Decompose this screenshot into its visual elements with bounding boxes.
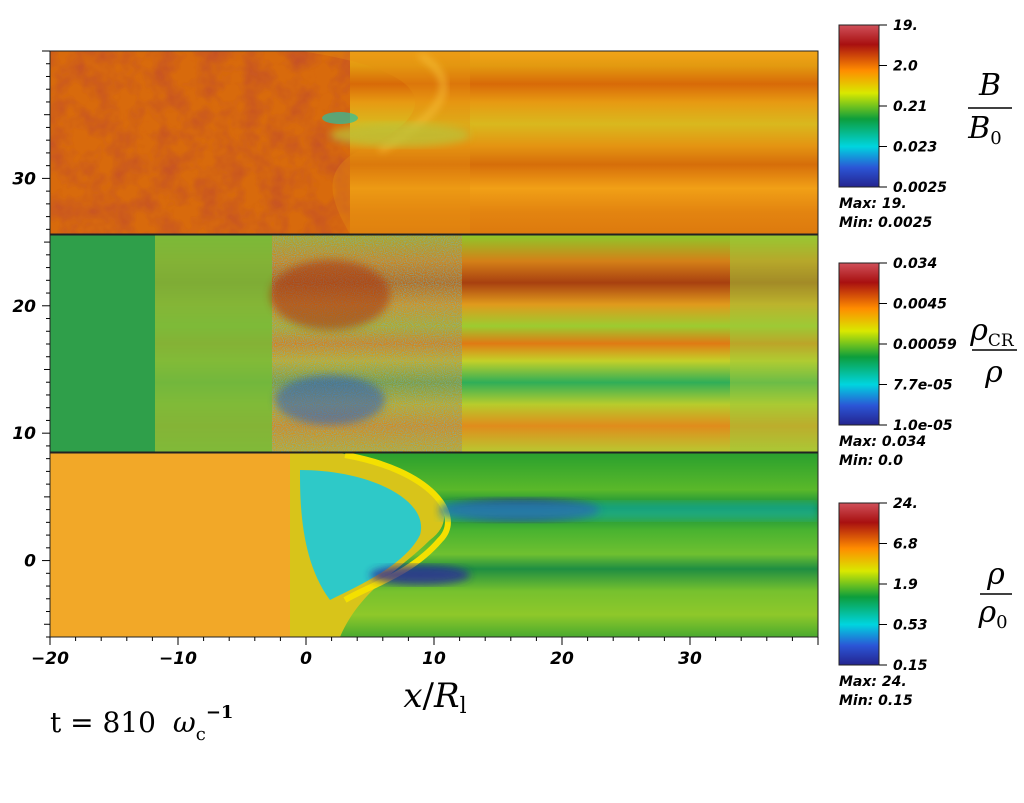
svg-text:ρ0: ρ0 — [977, 595, 1007, 633]
panel-1-cyan-patch — [322, 112, 358, 124]
x-tick-label: −10 — [159, 649, 197, 669]
colorbar-tick-label: 19. — [893, 18, 918, 34]
colorbar-tick-label: 0.00059 — [893, 337, 957, 353]
colorbar-tick-label: 6.8 — [893, 537, 918, 553]
panel-3-cavity — [300, 470, 422, 600]
colorbar-tick-label: 0.53 — [893, 618, 928, 634]
colorbar-tick-label: 0.15 — [893, 658, 928, 674]
panel-cr-density — [50, 235, 818, 452]
x-tick-label: −20 — [31, 649, 69, 669]
panel-2-downstream-edge — [730, 235, 818, 452]
panel-1-turbulence — [50, 51, 350, 234]
colorbar-min: Min: 0.15 — [839, 693, 913, 709]
colorbar-gradient — [838, 502, 880, 666]
label-b-over-b0: B B0 — [967, 68, 1012, 149]
panel-1-frame — [49, 50, 819, 235]
colorbar-max: Max: 24. — [839, 674, 907, 690]
panel-3-bow-shock — [343, 453, 451, 603]
colorbar-tick-label: 1.0e-05 — [893, 418, 953, 434]
colorbar-gradient — [838, 24, 880, 188]
y-tick-label: 30 — [12, 169, 36, 189]
svg-text:B0: B0 — [967, 111, 1002, 149]
svg-text:ρCR: ρCR — [969, 313, 1015, 351]
panel-1-green-patch — [330, 123, 470, 147]
colorbar-max: Max: 19. — [839, 196, 907, 212]
colorbar-min: Min: 0.0 — [839, 453, 903, 469]
colorbar-tick-label: 1.9 — [893, 577, 918, 593]
panel-3-cyan-band — [440, 502, 818, 520]
colorbar-tick-label: 0.21 — [893, 99, 928, 115]
label-rho-over-rho0: ρ ρ0 — [977, 557, 1012, 633]
colorbar-tick-label: 24. — [893, 496, 918, 512]
panel-2-blue-core — [275, 375, 385, 425]
svg-text:B: B — [978, 68, 1001, 103]
x-tick-label: 30 — [678, 649, 702, 669]
panel-2-upstream — [50, 235, 155, 452]
y-tick-label: 0 — [24, 552, 36, 572]
panel-3-upstream — [50, 453, 290, 637]
colorbar-gradient — [838, 262, 880, 426]
time-label: t = 810 ωc−1 — [50, 702, 233, 745]
svg-text:ρ: ρ — [986, 557, 1005, 592]
panel-magnetic-field — [50, 51, 818, 234]
panel-2-region-b — [155, 235, 272, 452]
y-axis: 0 10 20 30 — [12, 50, 50, 638]
x-axis: −20 −10 0 10 20 30 — [31, 637, 819, 669]
colorbar-min: Min: 0.0025 — [839, 215, 932, 231]
colorbar-tick-label: 7.7e-05 — [893, 378, 953, 394]
panel-density — [50, 453, 818, 637]
x-tick-label: 0 — [300, 649, 312, 669]
colorbar-tick-label: 0.023 — [893, 140, 937, 156]
colorbar-tick-label: 0.0045 — [893, 297, 947, 313]
colorbar-max: Max: 0.034 — [839, 434, 926, 450]
panel-2-dark-core — [270, 260, 390, 330]
panel-3-blue-jet-lower — [370, 565, 470, 585]
y-tick-label: 20 — [12, 297, 36, 317]
svg-text:ρ: ρ — [984, 355, 1003, 390]
label-rhocr-over-rho: ρCR ρ — [969, 313, 1017, 390]
x-tick-label: 20 — [550, 649, 574, 669]
colorbar-tick-label: 0.0025 — [893, 180, 947, 196]
x-axis-label: x/Rl — [403, 676, 466, 719]
y-tick-label: 10 — [12, 424, 36, 444]
colorbar-tick-label: 2.0 — [893, 59, 918, 75]
colorbar-tick-label: 0.034 — [893, 256, 937, 272]
x-tick-label: 10 — [422, 649, 446, 669]
